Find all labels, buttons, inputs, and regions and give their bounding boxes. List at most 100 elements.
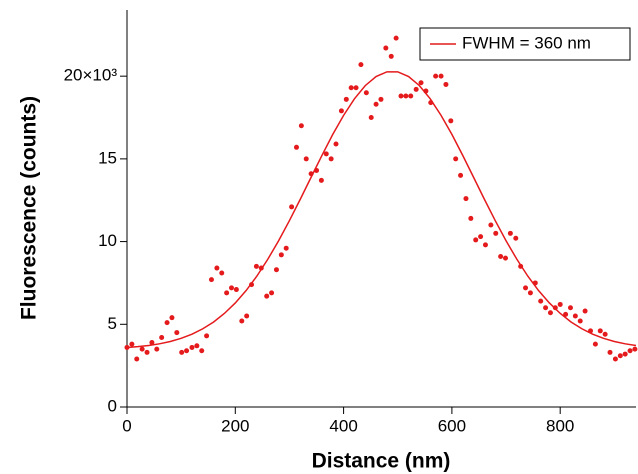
data-point bbox=[278, 252, 284, 258]
data-point bbox=[264, 293, 270, 299]
data-point bbox=[253, 263, 259, 269]
data-point bbox=[567, 305, 573, 311]
data-point bbox=[612, 356, 618, 362]
data-point bbox=[184, 348, 190, 354]
data-point bbox=[602, 331, 608, 337]
data-point bbox=[164, 320, 170, 326]
data-point bbox=[538, 298, 544, 304]
data-point bbox=[338, 108, 344, 114]
data-point bbox=[443, 81, 449, 87]
data-point bbox=[408, 93, 414, 99]
data-point bbox=[368, 115, 374, 121]
data-point bbox=[269, 290, 275, 296]
data-point bbox=[582, 308, 588, 314]
y-tick-label: 15 bbox=[98, 148, 117, 167]
data-point bbox=[433, 73, 439, 79]
data-point bbox=[617, 353, 623, 359]
x-tick-label: 0 bbox=[122, 416, 131, 435]
data-point bbox=[348, 85, 354, 91]
data-point bbox=[204, 333, 210, 339]
data-point bbox=[373, 101, 379, 107]
data-point bbox=[239, 318, 245, 324]
data-point bbox=[323, 151, 329, 157]
data-point bbox=[154, 346, 160, 352]
x-tick-label: 600 bbox=[438, 416, 466, 435]
x-axis-title: Distance (nm) bbox=[312, 450, 451, 473]
data-point bbox=[438, 73, 444, 79]
data-point bbox=[149, 339, 155, 345]
data-point bbox=[194, 343, 200, 349]
data-point bbox=[563, 311, 569, 317]
data-point bbox=[174, 330, 180, 336]
data-point bbox=[383, 45, 389, 51]
data-point bbox=[378, 96, 384, 102]
data-point bbox=[607, 349, 613, 355]
y-tick-label: 20×10³ bbox=[64, 66, 118, 85]
y-tick-label: 10 bbox=[98, 231, 117, 250]
data-point bbox=[513, 235, 519, 241]
data-point bbox=[283, 245, 289, 251]
data-point bbox=[358, 62, 364, 68]
data-point bbox=[468, 215, 474, 221]
y-tick-label: 5 bbox=[108, 314, 117, 333]
data-point bbox=[493, 230, 499, 236]
data-point bbox=[503, 255, 509, 261]
data-point bbox=[224, 290, 230, 296]
data-point bbox=[453, 156, 459, 162]
data-point bbox=[498, 253, 504, 259]
data-point bbox=[328, 156, 334, 162]
y-tick-label: 0 bbox=[108, 396, 117, 415]
fit-line bbox=[126, 71, 637, 349]
data-point bbox=[214, 265, 220, 271]
data-point bbox=[189, 344, 195, 350]
data-point bbox=[298, 123, 304, 129]
data-point bbox=[488, 222, 494, 228]
data-point bbox=[448, 118, 454, 124]
data-point bbox=[179, 349, 185, 355]
data-point bbox=[229, 285, 235, 291]
data-point bbox=[318, 177, 324, 183]
y-axis-title: Fluorescence (counts) bbox=[18, 96, 41, 320]
data-point bbox=[343, 96, 349, 102]
data-point bbox=[393, 35, 399, 41]
data-point bbox=[208, 277, 214, 283]
data-point bbox=[303, 156, 309, 162]
data-point bbox=[418, 80, 424, 86]
data-point bbox=[293, 144, 299, 150]
data-point bbox=[233, 287, 239, 293]
x-tick-label: 800 bbox=[546, 416, 574, 435]
data-point bbox=[219, 270, 225, 276]
data-point bbox=[144, 349, 150, 355]
data-point bbox=[463, 196, 469, 202]
data-point bbox=[398, 93, 404, 99]
data-point bbox=[244, 313, 250, 319]
data-point bbox=[577, 318, 583, 324]
data-point bbox=[543, 305, 549, 311]
data-point bbox=[627, 348, 633, 354]
data-point bbox=[134, 356, 140, 362]
data-point bbox=[473, 237, 479, 243]
data-point bbox=[547, 310, 553, 316]
data-point bbox=[413, 86, 419, 92]
data-point bbox=[597, 328, 603, 334]
data-point bbox=[482, 242, 488, 248]
data-point bbox=[507, 230, 513, 236]
x-tick-label: 400 bbox=[329, 416, 357, 435]
data-point bbox=[169, 315, 175, 321]
data-point bbox=[527, 290, 533, 296]
data-point bbox=[592, 341, 598, 347]
data-point bbox=[333, 141, 339, 147]
data-point bbox=[523, 285, 529, 291]
data-point bbox=[289, 204, 295, 210]
data-point bbox=[363, 90, 369, 96]
data-point bbox=[388, 53, 394, 59]
data-point bbox=[273, 267, 279, 273]
data-point bbox=[572, 313, 578, 319]
x-tick-label: 200 bbox=[221, 416, 249, 435]
data-point bbox=[458, 172, 464, 178]
data-point bbox=[478, 234, 484, 240]
data-point bbox=[557, 301, 563, 307]
data-point bbox=[622, 351, 628, 357]
